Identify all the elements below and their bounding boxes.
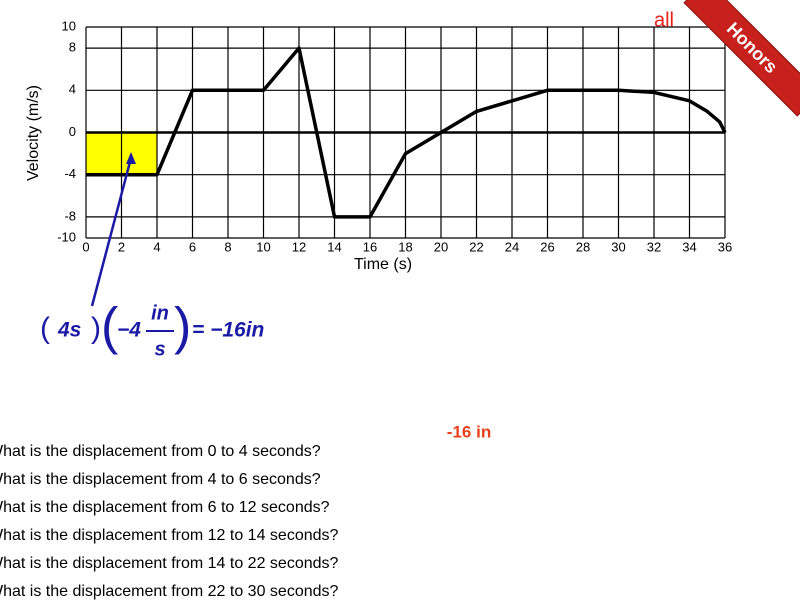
eq-unit-bottom: s [154, 338, 165, 360]
x-tick-label: 12 [292, 239, 306, 254]
answer: -16 in [447, 422, 491, 441]
y-tick-label: -8 [64, 208, 76, 223]
x-tick-label: 16 [363, 239, 377, 254]
equation: ( 4s ) ( −4 in s ) = −16in [40, 298, 264, 361]
eq-result: = −16in [192, 319, 264, 342]
x-tick-label: 30 [611, 239, 625, 254]
y-tick-label: 8 [69, 40, 76, 55]
question-list: What is the displacement from 0 to 4 sec… [0, 443, 339, 600]
x-tick-label: 6 [189, 239, 196, 254]
ribbon: Honors [683, 0, 800, 117]
x-tick-label: 18 [398, 239, 412, 254]
x-tick-label: 8 [224, 239, 231, 254]
x-tick-label: 14 [327, 239, 341, 254]
eq-time: 4s [57, 319, 81, 342]
x-tick-label: 4 [153, 239, 160, 254]
question: What is the displacement from 14 to 22 s… [0, 555, 339, 572]
question: What is the displacement from 6 to 12 se… [0, 499, 330, 516]
arrow-head [126, 152, 136, 164]
x-tick-label: 22 [469, 239, 483, 254]
velocity-line [86, 46, 727, 219]
x-axis-label: Time (s) [354, 256, 412, 273]
eq-velocity: −4 [117, 319, 141, 342]
question: What is the displacement from 0 to 4 sec… [0, 443, 321, 460]
x-tick-label: 34 [682, 239, 696, 254]
eq-unit-top: in [151, 302, 169, 324]
y-axis-label: Velocity (m/s) [25, 85, 42, 181]
x-tick-label: 24 [505, 239, 519, 254]
question: What is the displacement from 12 to 14 s… [0, 527, 339, 544]
x-tick-label: 36 [718, 239, 732, 254]
arrow [90, 157, 133, 307]
x-tick-label: 26 [540, 239, 554, 254]
y-tick-label: -4 [64, 166, 76, 181]
paren: ) [91, 312, 101, 345]
question: What is the displacement from 22 to 30 s… [0, 583, 339, 600]
x-tick-label: 10 [256, 239, 270, 254]
paren: ( [101, 298, 119, 356]
x-tick-label: 28 [576, 239, 590, 254]
plot: 0 2 4 6 8 10 12 14 16 18 20 22 24 26 28 30 32 34 36-10-8-4… [57, 18, 732, 254]
y-tick-label: -10 [57, 229, 76, 244]
paren: ( [40, 312, 50, 345]
x-tick-label: 0 [82, 239, 89, 254]
x-tick-label: 20 [434, 239, 448, 254]
y-tick-label: 10 [62, 18, 76, 33]
question: What is the displacement from 4 to 6 sec… [0, 471, 321, 488]
corner-label: all [654, 9, 674, 31]
paren: ) [174, 298, 191, 356]
y-tick-label: 4 [69, 82, 76, 97]
y-tick-label: 0 [69, 124, 76, 139]
x-tick-label: 32 [647, 239, 661, 254]
x-tick-label: 2 [118, 239, 125, 254]
ribbon-band [683, 0, 800, 117]
